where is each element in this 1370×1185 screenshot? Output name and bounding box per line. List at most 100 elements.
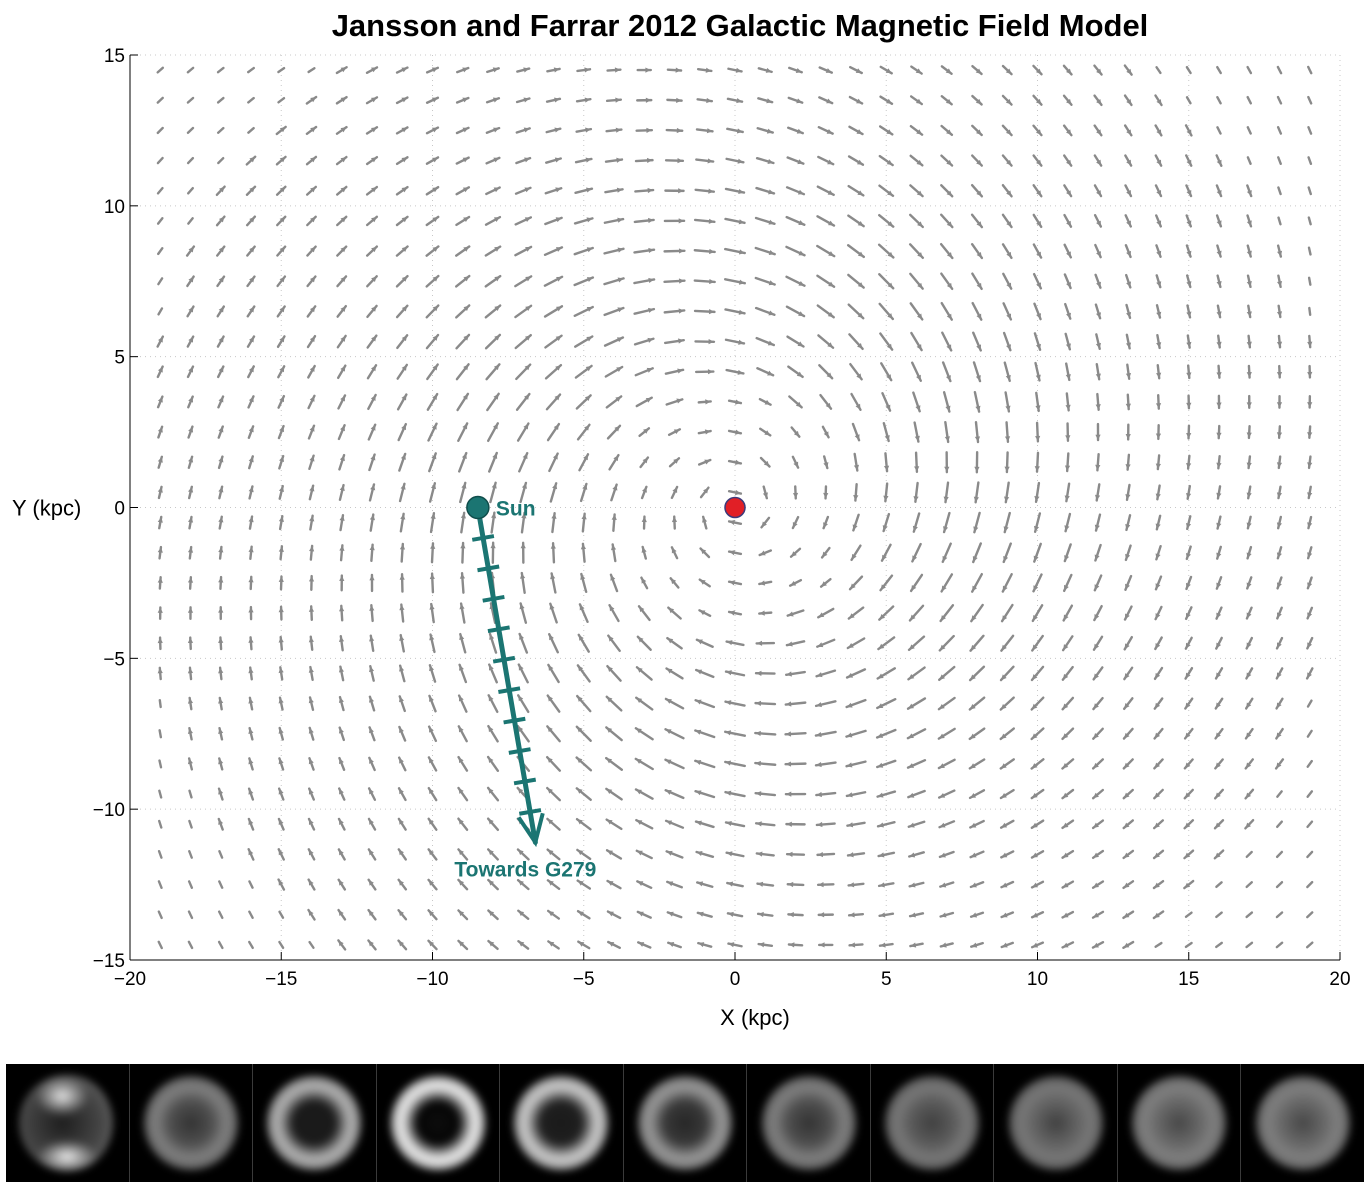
field-arrowhead [493, 364, 500, 371]
field-arrowhead [1066, 129, 1072, 136]
field-arrowhead [670, 578, 677, 585]
field-arrowhead [248, 667, 254, 674]
field-arrowhead [608, 635, 614, 642]
field-arrowhead [1033, 585, 1039, 592]
field-arrowhead [552, 453, 558, 460]
field-arrow [157, 940, 163, 950]
field-arrowhead [788, 912, 794, 918]
field-arrowhead [946, 282, 953, 289]
field-arrowhead [946, 252, 953, 258]
field-arrowhead [248, 849, 254, 856]
field-arrowhead [586, 217, 593, 223]
field-arrowhead [857, 251, 864, 257]
field-arrowhead [788, 942, 795, 948]
overlay-markers: Towards G279 Sun [454, 495, 746, 881]
ring-image [266, 1075, 363, 1171]
field-arrowhead [1155, 493, 1161, 500]
field-arrowhead [822, 551, 828, 558]
field-arrowhead [705, 67, 712, 73]
field-arrowhead [577, 849, 584, 856]
field-arrowhead [432, 246, 439, 252]
field-arrowhead [492, 97, 499, 103]
field-arrowhead [915, 68, 922, 74]
y-tick-label: −10 [93, 800, 125, 821]
field-arrowhead [524, 335, 531, 341]
field-arrowhead [791, 551, 797, 557]
field-arrowhead [729, 519, 735, 526]
field-arrowhead [976, 190, 982, 197]
field-arrowhead [371, 246, 377, 253]
field-arrowhead [678, 308, 685, 314]
field-arrowhead [1096, 98, 1102, 105]
field-arrowhead [340, 246, 347, 253]
field-arrowhead [617, 307, 624, 313]
field-arrowhead [187, 607, 194, 613]
field-arrowhead [218, 336, 224, 343]
field-arrowhead [310, 156, 316, 163]
field-arrowhead [665, 698, 672, 704]
field-arrowhead [917, 252, 923, 258]
field-arrowhead [369, 788, 374, 795]
field-arrowhead [695, 790, 702, 796]
field-arrowhead [458, 910, 465, 917]
field-arrowhead [523, 97, 530, 103]
field-arrowhead [309, 425, 315, 432]
field-arrow [1276, 126, 1283, 135]
field-arrowhead [398, 879, 404, 886]
field-arrowhead [729, 550, 735, 556]
field-arrowhead [525, 276, 532, 282]
field-arrowhead [1093, 733, 1099, 739]
field-arrow [188, 850, 193, 859]
field-arrowhead [429, 695, 434, 702]
field-arrowhead [370, 127, 377, 133]
field-arrowhead [1186, 372, 1192, 378]
field-arrowhead [848, 882, 855, 888]
field-arrowhead [1126, 311, 1132, 318]
field-arrowhead [463, 246, 470, 252]
field-arrowhead [490, 542, 496, 549]
field-arrowhead [279, 246, 286, 253]
field-arrowhead [914, 466, 920, 472]
field-arrowhead [1000, 703, 1007, 710]
field-arrowhead [1001, 942, 1008, 948]
line-of-sight-arrowhead [516, 812, 545, 848]
field-arrowhead [368, 910, 374, 917]
field-arrow [216, 96, 225, 104]
field-arrowhead [1095, 434, 1101, 441]
field-arrowhead [1000, 733, 1007, 739]
field-arrowhead [823, 462, 829, 469]
field-arrowhead [1005, 98, 1012, 105]
field-arrow [1184, 941, 1193, 949]
field-arrowhead [430, 543, 436, 549]
field-arrowhead [249, 276, 255, 283]
field-arrowhead [1003, 555, 1009, 562]
field-arrowhead [1094, 494, 1101, 501]
field-arrowhead [1307, 371, 1313, 378]
field-arrowhead [1095, 342, 1101, 349]
field-arrowhead [856, 373, 862, 380]
field-arrowhead [1125, 373, 1132, 379]
field-arrowhead [1001, 822, 1008, 828]
field-arrow [156, 186, 164, 195]
field-arrowhead [370, 394, 376, 401]
field-arrowhead [371, 187, 377, 193]
field-arrowhead [939, 852, 946, 858]
field-arrowhead [582, 483, 588, 490]
field-arrow [187, 217, 194, 225]
field-arrowhead [520, 542, 526, 549]
field-arrowhead [1154, 792, 1160, 799]
field-arrowhead [828, 220, 835, 226]
field-arrowhead [523, 423, 529, 430]
field-arrowhead [636, 850, 643, 856]
field-arrowhead [943, 496, 949, 503]
field-arrow [247, 66, 255, 74]
field-arrowhead [946, 159, 953, 166]
field-arrowhead [700, 548, 707, 555]
field-arrowhead [1123, 792, 1130, 799]
field-arrow [1246, 126, 1252, 135]
field-arrowhead [606, 696, 613, 703]
field-arrowhead [309, 545, 315, 552]
field-arrowhead [578, 911, 584, 917]
field-arrowhead [614, 425, 620, 432]
field-arrowhead [765, 67, 772, 73]
